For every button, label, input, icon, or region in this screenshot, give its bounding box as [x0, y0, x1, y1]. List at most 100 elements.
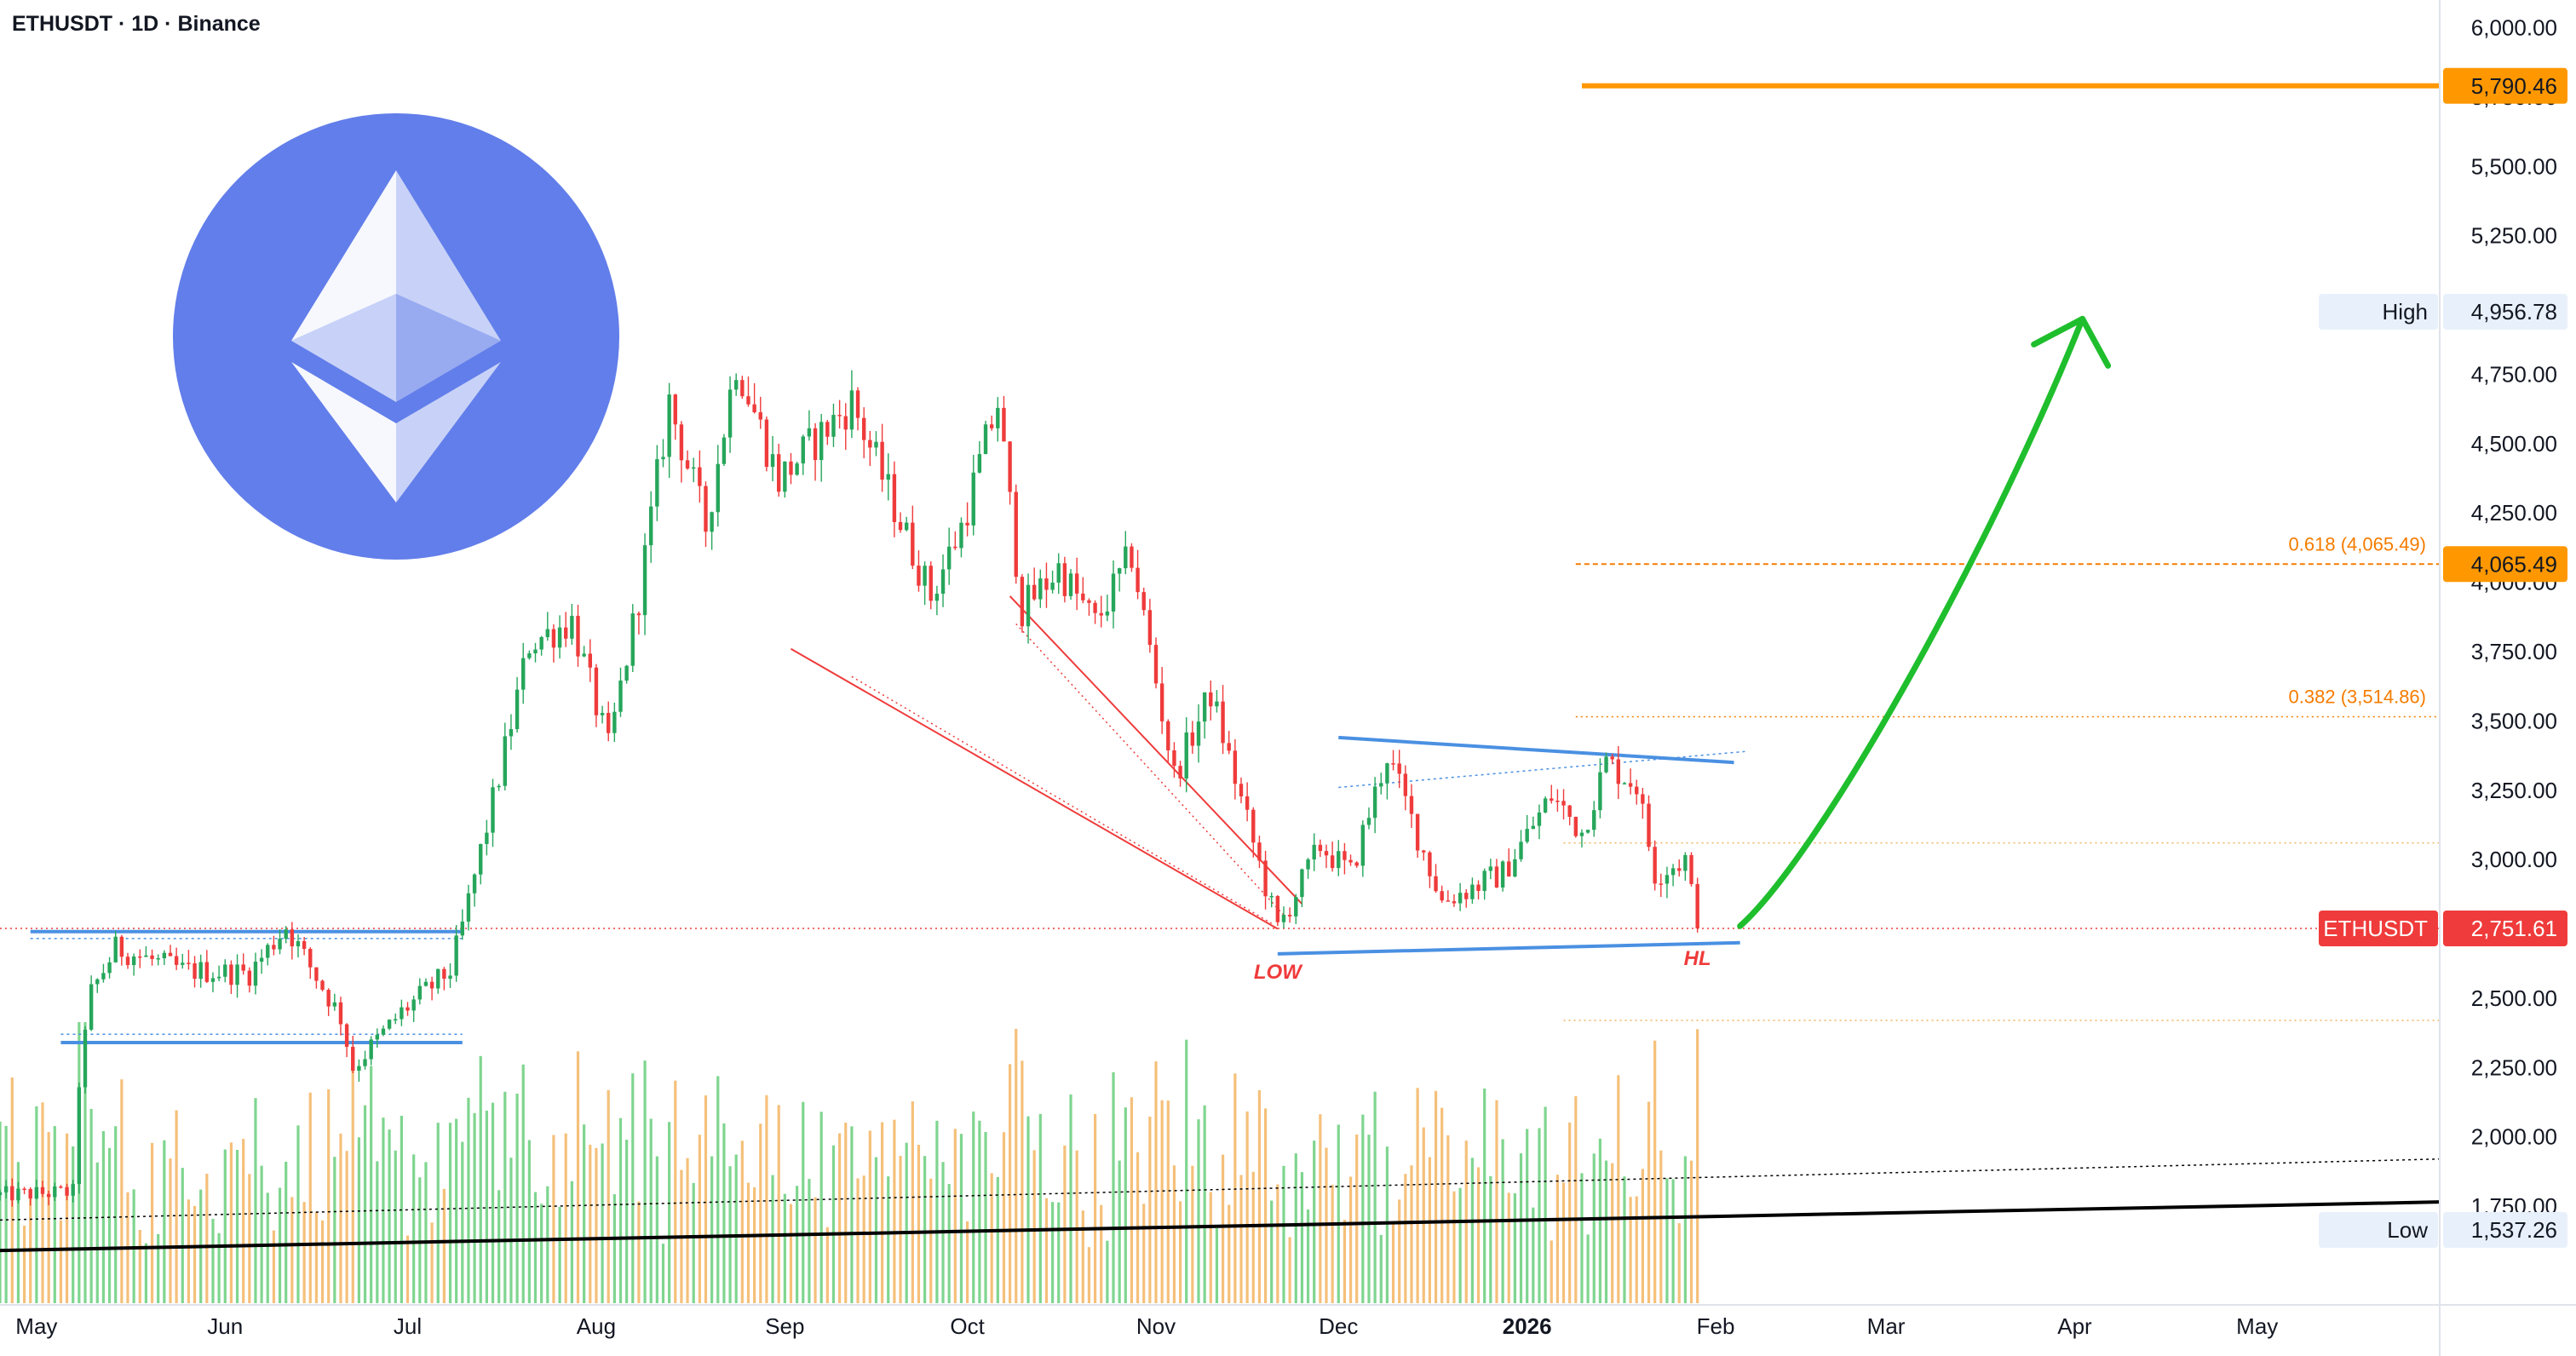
candle-body [1659, 883, 1664, 885]
volume-bar [175, 1110, 178, 1303]
candle-body [1141, 592, 1146, 611]
candle-body [911, 522, 915, 566]
volume-bar [217, 1232, 221, 1303]
volume-bar [625, 1140, 629, 1303]
volume-bar [777, 1105, 780, 1303]
candle-body [296, 941, 301, 947]
volume-bar [1483, 1088, 1486, 1303]
volume-bar [710, 1156, 714, 1303]
volume-bar [509, 1158, 513, 1303]
candle-body [107, 962, 112, 974]
candle-body [1196, 721, 1201, 746]
volume-bar [308, 1092, 312, 1303]
volume-bar [1026, 1116, 1030, 1303]
volume-bar [235, 1150, 239, 1303]
volume-bar [740, 1141, 744, 1303]
y-tick-label: 3,250.00 [2471, 778, 2557, 803]
high-tag: High 4,956.78 [2319, 294, 2567, 330]
volume-bar [157, 1233, 160, 1303]
candle-body [880, 441, 884, 480]
volume-bar [734, 1154, 738, 1303]
candle-body [497, 785, 501, 788]
candle-body [448, 975, 452, 980]
x-tick-label: Feb [1697, 1313, 1735, 1339]
volume-bar [1526, 1129, 1529, 1303]
candle-body [1014, 491, 1018, 577]
drawing-layer [0, 83, 2441, 1253]
candle-body [1592, 810, 1596, 830]
candle-body [764, 419, 769, 468]
candle-body [1635, 786, 1639, 795]
volume-bar [1379, 1234, 1383, 1303]
candle-body [612, 711, 617, 733]
volume-bar [601, 1143, 604, 1303]
volume-bar [1507, 1192, 1510, 1303]
volume-bar [570, 1181, 573, 1303]
volume-bar [589, 1144, 592, 1303]
volume-bar [1580, 1173, 1584, 1303]
volume-bar [120, 1079, 124, 1303]
candle-body [156, 957, 160, 960]
y-tick-label: 4,500.00 [2471, 431, 2557, 457]
candle-body [0, 1192, 3, 1196]
volume-bar [1282, 1165, 1285, 1303]
candle-body [65, 1186, 69, 1196]
volume-bar [698, 1135, 701, 1303]
candle-body [1099, 612, 1103, 616]
candle-body [89, 984, 94, 1030]
candle-body [278, 939, 282, 950]
candle-body [351, 1046, 355, 1071]
y-tick-label: 5,500.00 [2471, 153, 2557, 179]
volume-bar [314, 1211, 318, 1303]
candle-body [113, 936, 118, 962]
volume-bar [959, 1134, 963, 1303]
candle-body [344, 1024, 349, 1047]
candle-body [1056, 563, 1061, 583]
volume-bar [1532, 1207, 1535, 1303]
volume-bar [485, 1110, 488, 1303]
candle-body [1087, 600, 1091, 603]
candle-body [423, 981, 428, 986]
last-price-tag-label-bg [2319, 911, 2438, 947]
y-tick-label: 3,750.00 [2471, 639, 2557, 664]
candle-body [247, 970, 252, 986]
volume-bar [850, 1126, 854, 1303]
volume-bar [1391, 1222, 1395, 1303]
volume-bar [1118, 1160, 1121, 1303]
volume-bar [436, 1123, 440, 1303]
volume-bar [923, 1156, 927, 1303]
volume-bar [1343, 1220, 1347, 1303]
volume-bar [1635, 1196, 1638, 1303]
candle-body [472, 874, 477, 893]
volume-bar [254, 1098, 257, 1303]
low-tag-label: Low [2387, 1217, 2428, 1243]
last-price-tag: ETHUSDT 2,751.61 [2319, 911, 2567, 947]
candle-body [1585, 830, 1590, 833]
candle-body [1695, 883, 1699, 929]
candle-body [332, 1002, 337, 1007]
volume-bar [1452, 1191, 1456, 1303]
y-tick-label: 2,500.00 [2471, 985, 2557, 1011]
candle-body [411, 999, 416, 1011]
volume-bar [1665, 1178, 1669, 1303]
volume-bar [442, 1188, 446, 1303]
volume-bar [491, 1102, 495, 1303]
candle-body [235, 964, 239, 985]
candle-body [861, 417, 866, 440]
candle-body [503, 736, 507, 786]
candle-body [989, 424, 994, 428]
candle-body [1519, 842, 1523, 859]
volume-bar [722, 1123, 726, 1303]
candle-body [588, 653, 592, 668]
volume-bar [1185, 1039, 1188, 1303]
volume-bar [455, 1118, 458, 1303]
high-tag-value-bg [2443, 294, 2567, 330]
y-tick-label: 4,750.00 [2471, 361, 2557, 387]
candle-body [138, 956, 142, 958]
candle-body [1111, 573, 1116, 612]
candle-body [1002, 407, 1006, 442]
candle-body [1306, 859, 1310, 870]
volume-bar [1239, 1175, 1243, 1303]
volume-bar [41, 1102, 44, 1303]
